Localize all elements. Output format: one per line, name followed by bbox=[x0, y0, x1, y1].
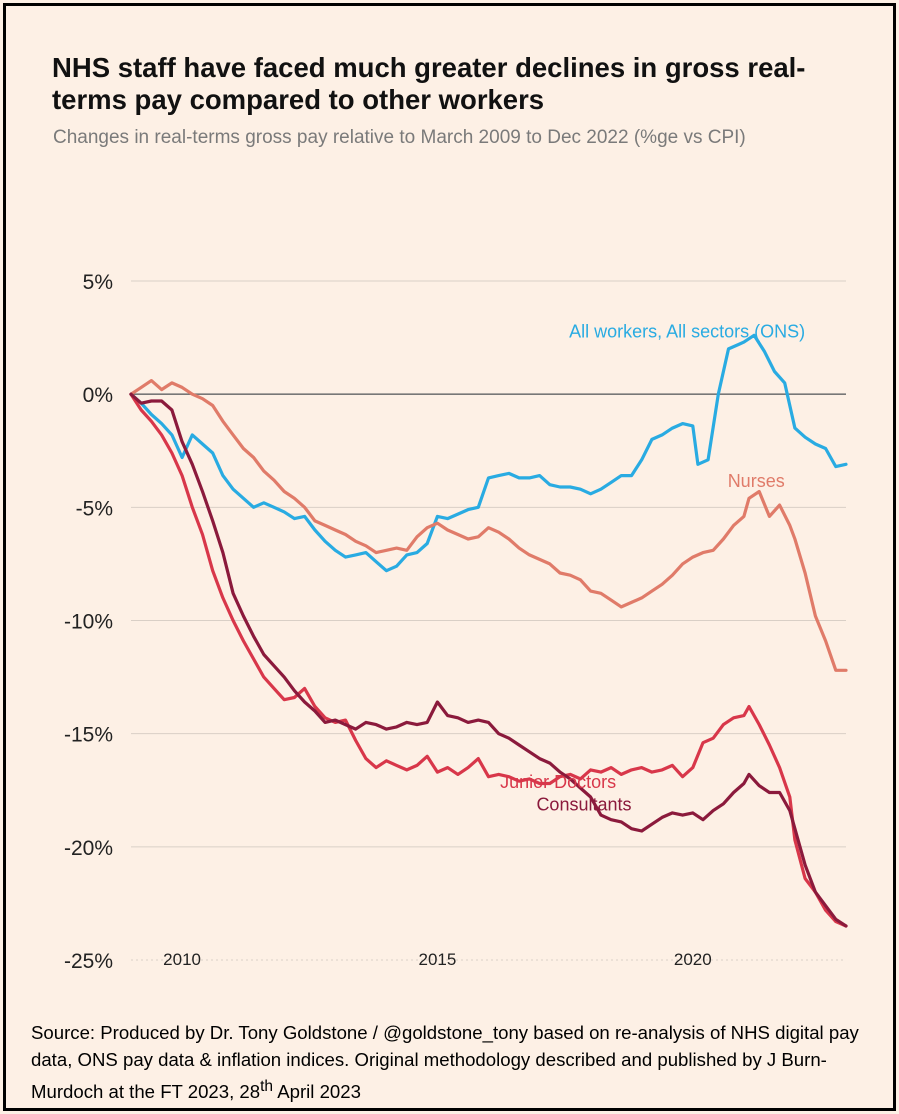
series-labels: All workers, All sectors (ONS) Nurses Juni… bbox=[500, 322, 805, 815]
x-tick-label: 2015 bbox=[419, 950, 457, 969]
y-tick-label: -20% bbox=[64, 837, 113, 860]
all-workers-all-sectors-ons-label: All workers, All sectors (ONS) bbox=[569, 322, 805, 342]
junior-doctors-label: Junior Doctors bbox=[500, 772, 616, 792]
source-ordinal: th bbox=[260, 1078, 274, 1095]
all-workers-all-sectors-ons-line bbox=[129, 333, 848, 573]
y-tick-label: -10% bbox=[64, 611, 113, 634]
x-axis: 2010 2015 2020 bbox=[163, 950, 712, 969]
consultants-line bbox=[129, 392, 848, 928]
y-tick-label: -5% bbox=[76, 497, 113, 520]
chart-subtitle: Changes in real-terms gross pay relative… bbox=[53, 127, 746, 148]
figure-frame bbox=[3, 3, 896, 1111]
gridlines bbox=[131, 280, 846, 961]
nurses-label: Nurses bbox=[728, 471, 785, 491]
chart-title: NHS staff have faced much greater declin… bbox=[52, 52, 806, 115]
x-tick-label: 2010 bbox=[163, 950, 201, 969]
junior-doctors-line bbox=[129, 392, 848, 928]
y-axis: 5% 0% -5% -10% -15% -20% -25% bbox=[64, 271, 113, 973]
y-tick-label: 5% bbox=[83, 271, 113, 294]
nurses-line bbox=[129, 379, 848, 672]
source-date: April 2023 bbox=[273, 1081, 361, 1103]
source-note: Source: Produced by Dr. Tony Goldstone /… bbox=[31, 1019, 881, 1105]
consultants-label: Consultants bbox=[536, 795, 631, 815]
y-tick-label: -15% bbox=[64, 724, 113, 747]
source-text: Source: Produced by Dr. Tony Goldstone /… bbox=[31, 1022, 859, 1103]
x-tick-label: 2020 bbox=[674, 950, 712, 969]
y-tick-label: -25% bbox=[64, 950, 113, 973]
series-lines bbox=[129, 333, 848, 928]
y-tick-label: 0% bbox=[83, 384, 113, 407]
